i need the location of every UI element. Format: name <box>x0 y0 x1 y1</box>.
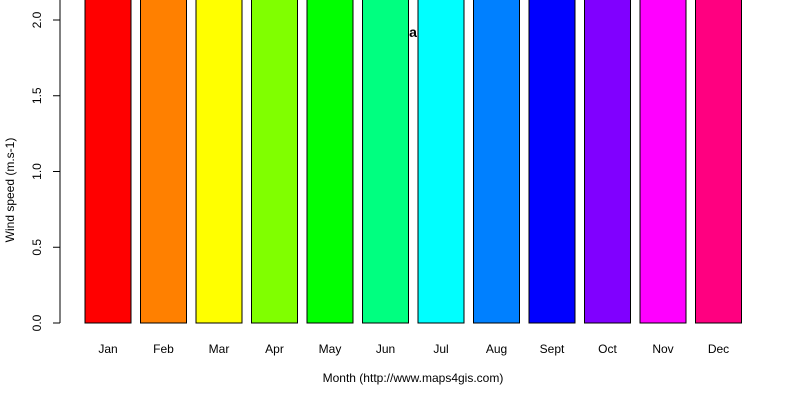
bar-dec <box>695 0 742 324</box>
y-axis-title: Wind speed (m.s-1) <box>3 138 17 243</box>
y-tick-label: 0.5 <box>30 239 44 256</box>
x-tick-label: Mar <box>209 342 230 356</box>
x-tick-label: Sept <box>540 342 565 356</box>
x-tick-label: Apr <box>265 342 284 356</box>
bar-oct <box>584 0 631 324</box>
y-tick-label: 1.0 <box>30 163 44 180</box>
bar-jan <box>84 0 132 324</box>
bar-jun <box>362 0 409 324</box>
x-axis-labels: Jan Feb Mar Apr May Jun Jul Aug Sept Oct Nov Dec <box>98 342 729 356</box>
bars-group <box>84 0 742 324</box>
y-tick-label: 0.0 <box>30 314 44 331</box>
x-tick-label: May <box>319 342 342 356</box>
bar-apr <box>251 0 298 324</box>
x-tick-label: Feb <box>153 342 174 356</box>
bar-aug <box>473 0 520 324</box>
x-tick-label: Oct <box>598 342 617 356</box>
x-tick-label: Jul <box>433 342 448 356</box>
bar-mar <box>195 0 243 324</box>
x-axis-title: Month (http://www.maps4gis.com) <box>323 371 504 385</box>
y-tick-label: 1.5 <box>30 87 44 104</box>
x-tick-label: Nov <box>652 342 673 356</box>
bar-may <box>306 0 354 324</box>
y-tick-label: 2.0 <box>30 11 44 28</box>
bar-jul <box>417 0 465 324</box>
bar-nov <box>639 0 687 324</box>
bar-feb <box>140 0 187 324</box>
x-tick-label: Jun <box>376 342 395 356</box>
y-axis: 0.00.51.01.52.02.53.0 <box>30 0 61 331</box>
x-tick-label: Aug <box>486 342 507 356</box>
x-tick-label: Jan <box>98 342 117 356</box>
x-tick-label: Dec <box>708 342 729 356</box>
bar-sept <box>528 0 576 324</box>
